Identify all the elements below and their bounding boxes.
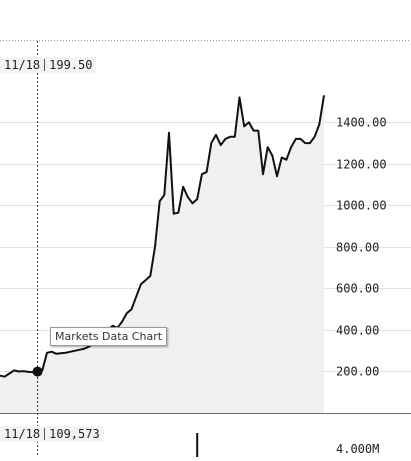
y-tick-label: 200.00 (336, 365, 379, 379)
chart-tooltip: Markets Data Chart (50, 327, 168, 346)
readout-separator (44, 428, 46, 440)
volume-tick-label: 4.000M (336, 442, 379, 456)
price-line (0, 95, 325, 378)
readout-separator (44, 59, 46, 71)
y-tick-label: 1000.00 (336, 199, 387, 213)
y-tick-label: 600.00 (336, 282, 379, 296)
y-tick-label: 400.00 (336, 324, 379, 338)
volume-readout: 11/18 109,573 (0, 426, 104, 442)
y-tick-label: 800.00 (336, 241, 379, 255)
y-tick-label: 1400.00 (336, 116, 387, 130)
crosshair (32, 41, 43, 457)
price-readout-date: 11/18 (4, 58, 41, 72)
volume-readout-value: 109,573 (49, 427, 100, 441)
y-tick-label: 1200.00 (336, 158, 387, 172)
chart-frame (0, 40, 411, 414)
price-readout-value: 199.50 (49, 58, 93, 72)
volume-panel: 4.000M (196, 433, 379, 457)
price-area (0, 95, 324, 414)
crosshair-marker (32, 366, 43, 377)
volume-readout-date: 11/18 (4, 427, 41, 441)
price-area-fill (0, 95, 324, 414)
price-axis: 200.00 400.00 600.00 800.00 1000.00 1200.00 14… (336, 116, 387, 379)
price-line-group (0, 95, 325, 378)
price-readout: 11/18 199.50 (0, 57, 97, 73)
